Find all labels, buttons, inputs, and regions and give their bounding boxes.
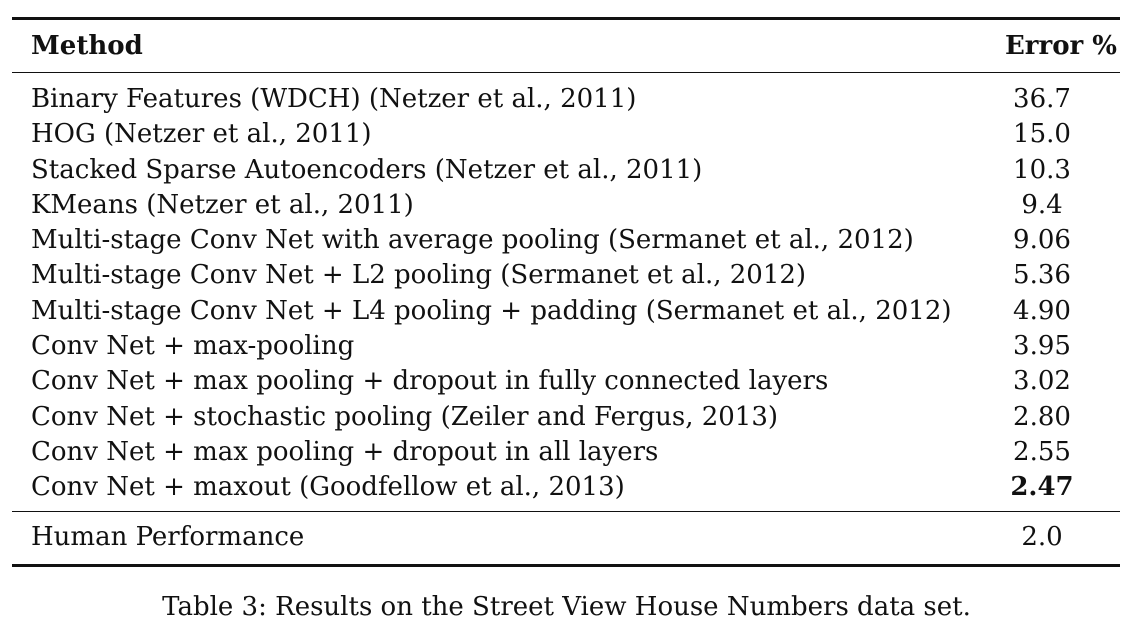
table-row: Stacked Sparse Autoencoders (Netzer et a… bbox=[12, 153, 1120, 188]
top-rule bbox=[12, 17, 1120, 20]
bottom-rule bbox=[12, 564, 1120, 567]
row-method: Conv Net + max pooling + dropout in full… bbox=[31, 366, 829, 397]
mid-rule bbox=[12, 510, 1120, 513]
row-method: Conv Net + max pooling + dropout in all … bbox=[31, 436, 659, 467]
table-header-row: Method Error % bbox=[12, 20, 1120, 72]
row-error: 2.80 bbox=[1013, 401, 1071, 432]
row-error: 10.3 bbox=[1013, 154, 1071, 185]
table-row: Conv Net + max-pooling 3.95 bbox=[12, 329, 1120, 364]
table-row: Multi-stage Conv Net + L4 pooling + padd… bbox=[12, 294, 1120, 329]
header-error: Error % bbox=[1004, 30, 1117, 61]
row-error: 36.7 bbox=[1013, 84, 1071, 114]
table-row: Conv Net + max pooling + dropout in full… bbox=[12, 364, 1120, 399]
table-row: Binary Features (WDCH) (Netzer et al., 2… bbox=[12, 82, 1120, 117]
row-method: Multi-stage Conv Net with average poolin… bbox=[31, 225, 914, 256]
row-method: Conv Net + stochastic pooling (Zeiler an… bbox=[31, 401, 779, 432]
table-row: Conv Net + max pooling + dropout in all … bbox=[12, 435, 1120, 470]
row-method: HOG (Netzer et al., 2011) bbox=[31, 119, 372, 150]
row-method: Conv Net + max-pooling bbox=[31, 331, 355, 362]
row-method: Stacked Sparse Autoencoders (Netzer et a… bbox=[31, 154, 703, 185]
row-error: 4.90 bbox=[1013, 295, 1071, 326]
table-row: Conv Net + stochastic pooling (Zeiler an… bbox=[12, 400, 1120, 435]
table-row: Multi-stage Conv Net + L2 pooling (Serma… bbox=[12, 258, 1120, 293]
row-error: 15.0 bbox=[1013, 119, 1071, 150]
row-method: KMeans (Netzer et al., 2011) bbox=[31, 189, 414, 220]
table-row: HOG (Netzer et al., 2011) 15.0 bbox=[12, 117, 1120, 152]
row-error: 3.95 bbox=[1013, 331, 1071, 362]
row-error: 9.4 bbox=[1021, 189, 1063, 220]
row-error: 5.36 bbox=[1013, 260, 1071, 291]
table-row: Multi-stage Conv Net with average poolin… bbox=[12, 223, 1120, 258]
best-error-value: 2.47 bbox=[1010, 472, 1074, 503]
table-row: KMeans (Netzer et al., 2011) 9.4 bbox=[12, 188, 1120, 223]
human-error: 2.0 bbox=[1021, 522, 1063, 553]
table-row-best: Conv Net + maxout (Goodfellow et al., 20… bbox=[12, 470, 1120, 505]
results-table: Method Error % Binary Features (WDCH) (N… bbox=[12, 17, 1120, 567]
human-row: Human Performance 2.0 bbox=[12, 518, 1120, 556]
row-error: 2.55 bbox=[1013, 436, 1071, 467]
human-method: Human Performance bbox=[31, 522, 305, 553]
row-method: Binary Features (WDCH) (Netzer et al., 2… bbox=[31, 84, 637, 114]
header-method: Method bbox=[31, 30, 143, 61]
row-error: 9.06 bbox=[1013, 225, 1071, 256]
row-method: Multi-stage Conv Net + L4 pooling + padd… bbox=[31, 295, 952, 326]
row-method: Conv Net + maxout (Goodfellow et al., 20… bbox=[31, 472, 625, 503]
human-group: Human Performance 2.0 bbox=[12, 512, 1120, 564]
header-rule bbox=[12, 71, 1120, 73]
row-method: Multi-stage Conv Net + L2 pooling (Serma… bbox=[31, 260, 807, 291]
row-error: 3.02 bbox=[1013, 366, 1071, 397]
table-body: Binary Features (WDCH) (Netzer et al., 2… bbox=[12, 73, 1120, 511]
table-caption: Table 3: Results on the Street View Hous… bbox=[162, 592, 971, 622]
